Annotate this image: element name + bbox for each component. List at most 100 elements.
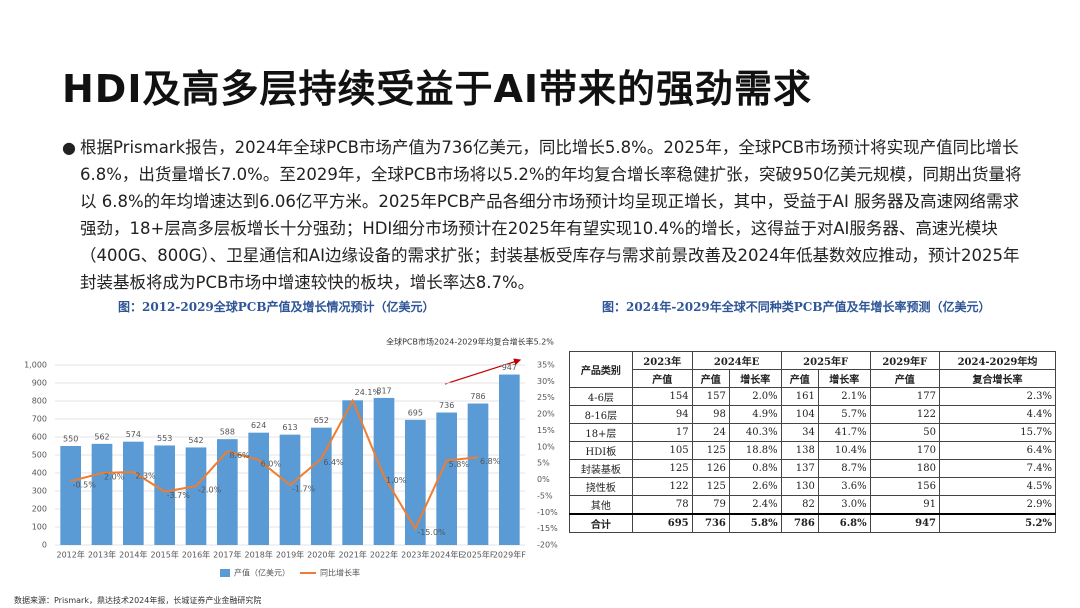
table-cell: 41.7% bbox=[817, 423, 871, 442]
bar-label: 553 bbox=[157, 434, 172, 443]
bar-label: 574 bbox=[126, 430, 141, 439]
table-cell: 10.4% bbox=[817, 441, 871, 460]
y2-tick-label: -10% bbox=[537, 508, 558, 517]
table-cell: 封装基板 bbox=[569, 459, 633, 478]
table-cell: 786 bbox=[780, 513, 819, 533]
line-label: -0.5% bbox=[73, 481, 97, 490]
table-cell: 79 bbox=[691, 495, 730, 515]
x-tick-label: 2019年 bbox=[276, 550, 304, 560]
table-cell: 125 bbox=[691, 441, 730, 460]
x-tick-label: 2025年F bbox=[462, 550, 495, 560]
table-row: 合计 695 736 5.8% 786 6.8% 947 5.2% bbox=[569, 513, 1056, 533]
y2-tick-label: 25% bbox=[537, 393, 555, 402]
table-cell: 5.8% bbox=[728, 513, 782, 533]
table-cell: 91 bbox=[869, 495, 941, 515]
table-cell: 125 bbox=[691, 477, 730, 496]
table-cell: 挠性板 bbox=[569, 477, 633, 496]
y-tick-label: 300 bbox=[32, 487, 47, 496]
table-cell: 2.6% bbox=[728, 477, 782, 496]
x-tick-label: 2024年E bbox=[430, 550, 463, 560]
annotation: 全球PCB市场2024-2029年均复合增长率5.2% bbox=[386, 337, 554, 347]
bar bbox=[342, 400, 364, 545]
table-cell: 156 bbox=[869, 477, 941, 496]
line-label: 6.8% bbox=[480, 457, 501, 466]
table-cell: 24 bbox=[691, 423, 730, 442]
bar bbox=[216, 439, 238, 545]
source: 数据来源：Prismark，鼎达技术2024年报，长城证券产业金融研究院 bbox=[14, 596, 262, 605]
line-label: -15.0% bbox=[417, 528, 446, 537]
table-row: 18+层 17 24 40.3% 34 41.7% 50 15.7% bbox=[569, 423, 1056, 442]
header-cell: 增长率 bbox=[817, 369, 871, 388]
table-cell: 2.9% bbox=[939, 495, 1056, 515]
x-tick-label: 2021年 bbox=[338, 550, 366, 560]
table-cell: HDI板 bbox=[569, 441, 633, 460]
header-cell: 增长率 bbox=[728, 369, 782, 388]
table-row: 其他 78 79 2.4% 82 3.0% 91 2.9% bbox=[569, 495, 1056, 515]
table-cell: 161 bbox=[780, 387, 819, 406]
table-cell: 3.6% bbox=[817, 477, 871, 496]
x-tick-label: 2029年F bbox=[493, 550, 526, 560]
bar bbox=[436, 412, 458, 545]
table-cell: 122 bbox=[631, 477, 693, 496]
bar-label: 542 bbox=[188, 436, 203, 445]
table-cell: 138 bbox=[780, 441, 819, 460]
bar bbox=[310, 427, 332, 545]
x-tick-label: 2020年 bbox=[307, 550, 335, 560]
chart-title: 图：2012-2029全球PCB产值及增长情况预计（亿美元） bbox=[118, 300, 435, 314]
table-cell: 其他 bbox=[569, 495, 633, 515]
y2-tick-label: -15% bbox=[537, 524, 558, 533]
line-label: 1.0% bbox=[386, 476, 407, 485]
chart: 全球PCB市场2024-2029年均复合增长率5.2% 0 100 200 300 40… bbox=[24, 337, 558, 578]
x-tick-label: 2016年 bbox=[182, 550, 210, 560]
y2-tick-label: 20% bbox=[537, 410, 555, 419]
bar bbox=[404, 419, 426, 545]
line-label: 6.0% bbox=[261, 459, 282, 468]
table-cell: 125 bbox=[631, 459, 693, 478]
y2-tick-label: 5% bbox=[537, 459, 550, 468]
y2-tick-label: 0% bbox=[537, 475, 550, 484]
line-label: 2.3% bbox=[135, 472, 156, 481]
table-cell: 4-6层 bbox=[569, 387, 633, 406]
table-cell: 合计 bbox=[569, 513, 633, 533]
bar-label: 588 bbox=[220, 428, 235, 437]
table-cell: 18.8% bbox=[728, 441, 782, 460]
bar-label: 947 bbox=[502, 363, 517, 372]
header-cell: 产值 bbox=[691, 369, 730, 388]
table: 产品类别 2023年 2024年E 2025年F 2029年F 2024-202… bbox=[569, 351, 1056, 533]
y2-tick-label: 30% bbox=[537, 377, 555, 386]
y-tick-label: 1,000 bbox=[24, 361, 47, 370]
table-cell: 0.8% bbox=[728, 459, 782, 478]
bar bbox=[122, 441, 144, 545]
table-cell: 4.4% bbox=[939, 405, 1056, 424]
header-cell: 2024-2029年均 bbox=[939, 351, 1056, 370]
header-cell: 产品类别 bbox=[569, 351, 633, 388]
y-tick-label: 400 bbox=[32, 469, 47, 478]
line-label: -2.0% bbox=[198, 486, 222, 495]
bar-label: 695 bbox=[408, 408, 423, 417]
table-cell: 40.3% bbox=[728, 423, 782, 442]
bar-label: 613 bbox=[282, 423, 297, 432]
table-cell: 8-16层 bbox=[569, 405, 633, 424]
table-cell: 2.3% bbox=[939, 387, 1056, 406]
legend-label: 产值（亿美元） bbox=[234, 568, 290, 578]
x-tick-label: 2013年 bbox=[88, 550, 116, 560]
bar-label: 624 bbox=[251, 421, 266, 430]
table-cell: 6.8% bbox=[817, 513, 871, 533]
table-row: HDI板 105 125 18.8% 138 10.4% 170 6.4% bbox=[569, 441, 1056, 460]
table-row: 4-6层 154 157 2.0% 161 2.1% 177 2.3% bbox=[569, 387, 1056, 406]
x-tick-label: 2015年 bbox=[150, 550, 178, 560]
y-tick-label: 800 bbox=[32, 397, 47, 406]
table-row: 挠性板 122 125 2.6% 130 3.6% 156 4.5% bbox=[569, 477, 1056, 496]
paragraph: 根据Prismark报告，2024年全球PCB市场产值为736亿美元，同比增长5… bbox=[80, 138, 1022, 292]
legend-label: 同比增长率 bbox=[320, 568, 360, 578]
table-cell: 7.4% bbox=[939, 459, 1056, 478]
y-tick-label: 100 bbox=[32, 523, 47, 532]
growth-line bbox=[70, 398, 479, 531]
header-cell: 2025年F bbox=[780, 351, 871, 370]
bar bbox=[248, 432, 270, 545]
table-cell: 98 bbox=[691, 405, 730, 424]
y-tick-label: 200 bbox=[32, 505, 47, 514]
table-cell: 4.9% bbox=[728, 405, 782, 424]
bar bbox=[498, 374, 520, 545]
